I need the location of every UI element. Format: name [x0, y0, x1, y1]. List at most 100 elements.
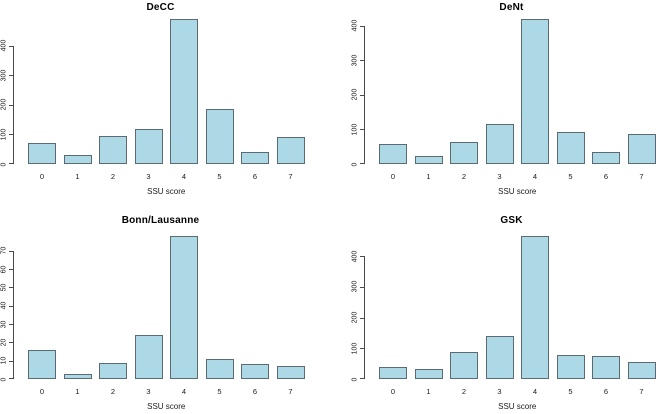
- y-tick-mark: [9, 269, 13, 270]
- y-tick-label: 200: [0, 98, 8, 111]
- x-tick-label: 6: [252, 387, 258, 396]
- chart-title: DeNt: [499, 2, 524, 13]
- x-tick-label: 4: [532, 172, 538, 181]
- x-tick-label: 3: [146, 172, 151, 181]
- y-tick-label: 400: [351, 20, 359, 32]
- chart-title: GSK: [500, 215, 523, 226]
- x-tick-label: 5: [568, 387, 573, 396]
- y-tick-label: 200: [351, 89, 359, 101]
- bar-ssu-5: [556, 131, 585, 164]
- y-tick-label: 300: [0, 69, 8, 82]
- y-tick-label: 100: [0, 128, 8, 141]
- x-tick-label: 5: [217, 387, 222, 396]
- y-tick-label: 100: [351, 123, 359, 136]
- x-tick-label: 0: [390, 387, 396, 396]
- bar-ssu-7: [276, 366, 305, 379]
- bar-ssu-1: [414, 368, 443, 379]
- bar-ssu-7: [627, 133, 656, 164]
- bar-ssu-6: [241, 151, 269, 164]
- x-tick-label: 3: [497, 172, 502, 181]
- y-tick-mark: [9, 134, 13, 136]
- y-tick-mark: [360, 94, 364, 96]
- bar-ssu-5: [205, 108, 234, 164]
- bar-ssu-0: [28, 143, 56, 164]
- y-tick-mark: [9, 324, 13, 325]
- y-axis: [13, 250, 14, 379]
- x-tick-label: 7: [288, 172, 293, 181]
- bar-ssu-2: [450, 141, 478, 164]
- bar-ssu-6: [592, 151, 620, 164]
- y-tick-mark: [360, 348, 364, 350]
- bar-ssu-1: [414, 156, 443, 164]
- y-tick-mark: [9, 104, 13, 106]
- y-tick-label: 70: [0, 246, 8, 255]
- plot-area: 0 100 200 300 400 0 1 2 3 4 5 6 7 SSU score: [352, 236, 659, 411]
- bar-ssu-4: [170, 236, 198, 379]
- bar-ssu-7: [627, 362, 656, 379]
- bar-ssu-3: [134, 335, 163, 379]
- bar-ssu-6: [241, 364, 269, 379]
- y-tick-label: 0: [0, 162, 8, 166]
- y-tick-label: 0: [351, 162, 359, 166]
- x-tick-label: 7: [639, 172, 644, 181]
- y-tick-mark: [360, 163, 364, 164]
- x-tick-label: 2: [461, 387, 467, 396]
- x-tick-label: 4: [181, 172, 187, 181]
- x-tick-label: 1: [426, 387, 431, 396]
- y-tick-mark: [360, 60, 364, 62]
- y-tick-mark: [9, 75, 13, 77]
- bar-ssu-4: [521, 19, 549, 164]
- bar-ssu-0: [379, 143, 407, 164]
- x-tick-label: 3: [497, 387, 502, 396]
- plot-area: 0 100 200 300 400 0 1 2 3 4 5 6 7 SSU score: [1, 19, 308, 196]
- x-axis-label: SSU score: [147, 187, 186, 196]
- bar-ssu-5: [556, 355, 585, 379]
- y-tick-label: 200: [351, 311, 359, 324]
- y-tick-mark: [360, 256, 364, 257]
- bar-ssu-0: [28, 349, 56, 379]
- y-tick-label: 400: [0, 39, 8, 52]
- bar-ssu-0: [379, 367, 407, 379]
- y-tick-mark: [9, 287, 13, 289]
- y-axis: [364, 256, 365, 379]
- chart-title: DeCC: [146, 2, 175, 13]
- chart-panel-gsk: GSK 0 100 200 300 400 0 1 2 3 4 5 6 7 SSU score: [331, 207, 662, 414]
- x-tick-label: 0: [39, 172, 45, 181]
- y-tick-label: 400: [351, 250, 359, 262]
- y-axis: [13, 45, 14, 164]
- bar-ssu-3: [134, 128, 163, 164]
- x-axis-label: SSU score: [147, 402, 186, 411]
- x-tick-label: 0: [390, 172, 396, 181]
- plot-area: 0 10 20 30 40 50 60 70 0 1 2 3 4 5 6 7 SSU score: [1, 236, 308, 411]
- x-tick-label: 2: [461, 172, 467, 181]
- x-tick-label: 1: [426, 172, 431, 181]
- y-tick-label: 300: [351, 280, 359, 293]
- y-tick-mark: [9, 45, 13, 47]
- x-tick-label: 5: [217, 172, 222, 181]
- bar-ssu-5: [205, 358, 234, 379]
- x-tick-label: 4: [181, 387, 187, 396]
- bar-ssu-4: [521, 236, 549, 379]
- bar-ssu-2: [450, 351, 478, 379]
- x-tick-label: 1: [75, 172, 80, 181]
- chart-title: Bonn/Lausanne: [121, 215, 200, 226]
- chart-panel-bonn-lausanne: Bonn/Lausanne 0 10 20 30 40 50 60 70 0 1 2 3 4 5 6 7 SSU …: [0, 207, 331, 414]
- y-tick-label: 100: [351, 342, 359, 355]
- y-tick-mark: [9, 250, 13, 252]
- x-tick-label: 2: [110, 387, 116, 396]
- x-tick-label: 1: [75, 387, 80, 396]
- x-tick-label: 6: [252, 172, 258, 181]
- chart-panel-decc: DeCC 0 100 200 300 400 0 1 2 3 4 5 6 7 SSU score: [0, 0, 331, 207]
- x-tick-label: 2: [110, 172, 116, 181]
- x-tick-label: 7: [288, 387, 293, 396]
- bar-ssu-1: [63, 154, 92, 164]
- y-tick-mark: [9, 342, 13, 344]
- x-axis-label: SSU score: [498, 187, 537, 196]
- x-tick-label: 6: [603, 172, 609, 181]
- chart-panel-dent: DeNt 0 100 200 300 400 0 1 2 3 4 5 6 7 SSU score: [331, 0, 662, 207]
- y-tick-mark: [360, 25, 364, 27]
- x-tick-label: 0: [39, 387, 45, 396]
- bar-ssu-7: [276, 137, 305, 164]
- y-tick-mark: [9, 305, 13, 307]
